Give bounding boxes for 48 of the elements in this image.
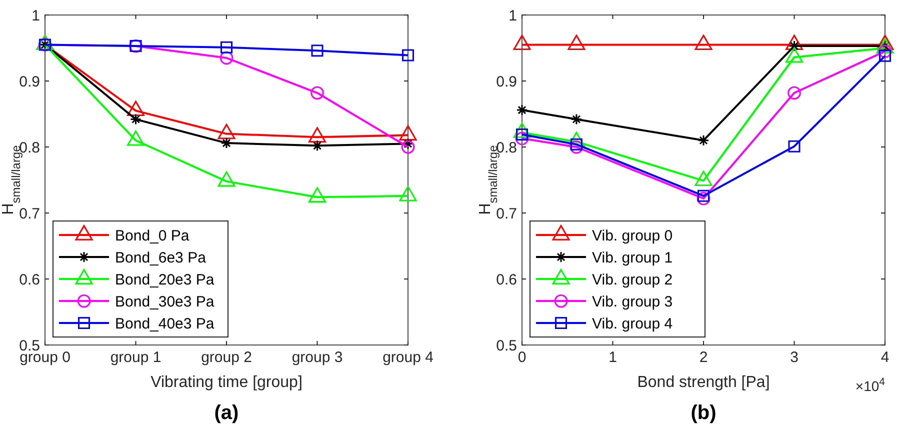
point (698, 134, 710, 146)
y-tick-label: 1 (32, 7, 40, 24)
x-tick-label: 4 (880, 349, 890, 366)
y-tick-label: 0.5 (496, 337, 517, 354)
legend-label: Vib. group 3 (592, 293, 673, 310)
y-tick-label: 0.5 (19, 337, 40, 354)
legend-label: Vib. group 4 (592, 315, 673, 332)
text: ×10$^{4}$ (855, 376, 886, 394)
point (568, 34, 586, 50)
x-tick-label: group 3 (292, 349, 343, 366)
y-tick-label: 0.6 (496, 271, 517, 288)
point (788, 86, 801, 100)
x-tick-label: 0 (518, 349, 526, 366)
legend-label: Vib. group 1 (592, 249, 673, 266)
y-tick-label: 0.6 (19, 271, 40, 288)
x-tick-label: group 4 (382, 349, 434, 366)
x-tick-label: 2 (699, 349, 708, 366)
legend-label: Bond_20e3 Pa (115, 271, 215, 288)
x-tick-label: group 2 (201, 349, 252, 366)
x-tick-label: group 1 (110, 349, 162, 366)
point (515, 132, 529, 146)
x-tick-label: 1 (608, 349, 617, 366)
point (876, 34, 894, 50)
legend-label: Vib. group 2 (592, 271, 673, 288)
text: (b) (690, 402, 716, 424)
legend-label: Bond_40e3 Pa (115, 315, 215, 332)
point (696, 192, 710, 206)
y-tick-label: 0.9 (19, 73, 40, 90)
point (788, 140, 800, 152)
point (513, 34, 531, 50)
x-axis-title: Vibrating time [group] (150, 374, 302, 391)
text: (a) (214, 402, 239, 424)
legend-label: Bond_30e3 Pa (115, 293, 215, 310)
legend-label: Bond_0 Pa (115, 227, 190, 244)
point (516, 104, 528, 116)
legend-label: Bond_6e3 Pa (115, 249, 207, 266)
y-tick-label: 0.9 (496, 73, 517, 90)
point (786, 47, 803, 63)
point (570, 140, 584, 154)
point (570, 114, 582, 126)
point (876, 38, 894, 54)
point (786, 34, 803, 50)
point (694, 34, 712, 50)
legend-label: Vib. group 0 (592, 227, 673, 244)
x-tick-label: 3 (790, 349, 798, 366)
y-tick-label: 1 (508, 7, 517, 24)
x-axis-title: Bond strength [Pa] (637, 374, 770, 391)
point (698, 190, 710, 202)
